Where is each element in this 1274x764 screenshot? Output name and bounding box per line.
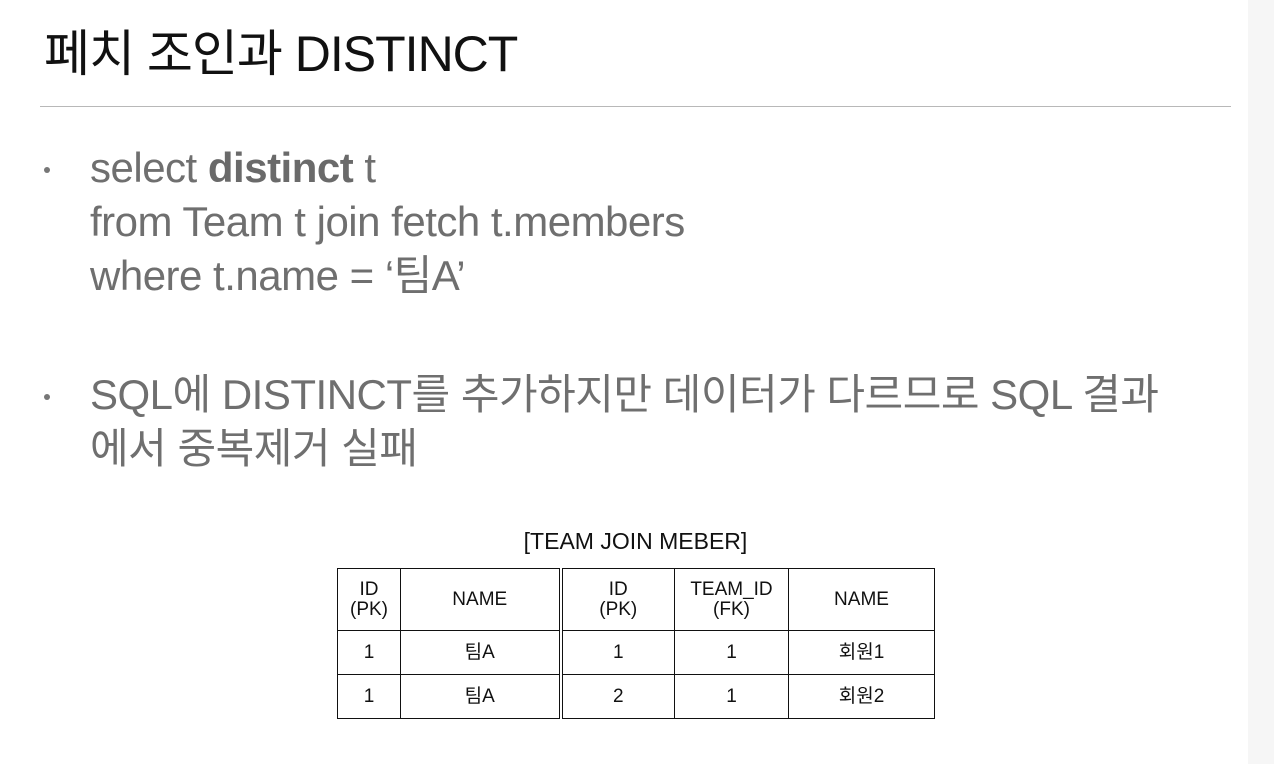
header-member-id: ID (PK) bbox=[558, 568, 675, 631]
join-result-table: ID (PK) NAME ID (PK) TEAM_ID (FK) NAME 1 팀A… bbox=[337, 568, 935, 719]
table-header-row: ID (PK) NAME ID (PK) TEAM_ID (FK) NAME bbox=[337, 568, 935, 631]
cell-member-name: 회원1 bbox=[788, 630, 935, 675]
cell-member-id: 2 bbox=[558, 674, 675, 719]
query-line-where: where t.name = ‘팀A’ bbox=[90, 252, 466, 299]
cell-member-id: 1 bbox=[558, 630, 675, 675]
slide-title: 페치 조인과 DISTINCT bbox=[44, 26, 518, 82]
header-member-name: NAME bbox=[788, 568, 935, 631]
right-edge-strip bbox=[1248, 0, 1274, 764]
query-line-select: select distinct t bbox=[90, 141, 685, 195]
cell-team-id: 1 bbox=[337, 630, 401, 675]
bullet-explanation: SQL에 DISTINCT를 추가하지만 데이터가 다르므로 SQL 결과 에서… bbox=[90, 368, 1159, 476]
header-subtext: (PK) bbox=[599, 598, 638, 620]
select-keyword: select bbox=[90, 144, 208, 191]
header-text: NAME bbox=[452, 588, 508, 610]
cell-team-id: 1 bbox=[337, 674, 401, 719]
header-subtext: (FK) bbox=[713, 598, 750, 620]
header-subtext: (PK) bbox=[350, 598, 388, 620]
distinct-keyword: distinct bbox=[207, 144, 354, 191]
cell-team-name: 팀A bbox=[400, 630, 561, 675]
header-text: ID bbox=[359, 578, 379, 600]
header-member-team-id: TEAM_ID (FK) bbox=[674, 568, 789, 631]
query-line-from: from Team t join fetch t.members bbox=[90, 198, 685, 245]
table-caption: [TEAM JOIN MEBER] bbox=[523, 528, 748, 554]
header-text: TEAM_ID bbox=[690, 578, 773, 600]
select-alias: t bbox=[353, 144, 376, 191]
header-team-id: ID (PK) bbox=[337, 568, 401, 631]
table-row: 1 팀A 1 1 회원1 bbox=[337, 630, 935, 675]
cell-member-team-id: 1 bbox=[674, 630, 789, 675]
cell-team-name: 팀A bbox=[400, 674, 561, 719]
title-divider bbox=[40, 106, 1231, 107]
header-text: ID bbox=[608, 578, 628, 600]
header-team-name: NAME bbox=[400, 568, 561, 631]
table-row: 1 팀A 2 1 회원2 bbox=[337, 674, 935, 719]
explanation-line: 에서 중복제거 실패 bbox=[90, 425, 418, 472]
bullet-marker bbox=[44, 394, 50, 400]
bullet-marker bbox=[44, 167, 50, 173]
explanation-line: SQL에 DISTINCT를 추가하지만 데이터가 다르므로 SQL 결과 bbox=[90, 371, 1159, 418]
bullet-query: select distinct t from Team t join fetch… bbox=[90, 141, 685, 303]
header-text: NAME bbox=[834, 588, 889, 610]
cell-member-name: 회원2 bbox=[788, 674, 935, 719]
cell-member-team-id: 1 bbox=[674, 674, 789, 719]
